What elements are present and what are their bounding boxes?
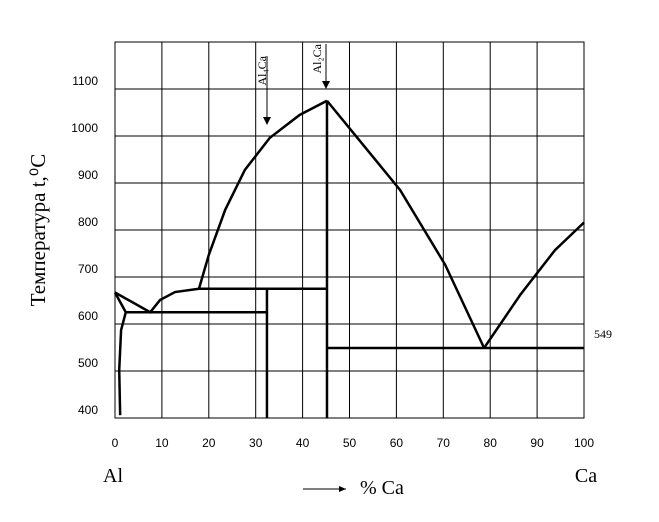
- x-tick-label: 70: [437, 436, 451, 450]
- phase-line: [326, 99, 486, 349]
- annotation: Al₂Ca: [310, 43, 324, 73]
- y-tick-label: 900: [78, 168, 98, 182]
- annotation: Al₄Ca: [255, 55, 269, 85]
- data-label: 549: [594, 327, 612, 341]
- y-tick-label: 700: [78, 262, 98, 276]
- y-tick-label: 800: [78, 215, 98, 229]
- x-tick-label: 80: [484, 436, 498, 450]
- y-tick-label: 400: [78, 403, 98, 417]
- phase-line: [117, 311, 127, 416]
- x-tick-label: 50: [343, 436, 357, 450]
- left-label: Al: [103, 465, 123, 487]
- phase-line: [114, 287, 200, 314]
- axis-arrow-head: [339, 486, 346, 492]
- x-tick-label: 100: [574, 436, 594, 450]
- x-tick-label: 0: [112, 436, 119, 450]
- x-tick-label: 60: [390, 436, 404, 450]
- y-tick-label: 1000: [71, 121, 98, 135]
- x-axis-label: % Ca: [360, 477, 404, 499]
- annotation-arrow-head: [263, 117, 271, 125]
- x-tick-label: 40: [296, 436, 310, 450]
- phase-line: [113, 291, 127, 313]
- x-tick-label: 90: [530, 436, 544, 450]
- annotation-arrow-head: [322, 81, 330, 89]
- y-tick-label: 500: [78, 356, 98, 370]
- phase-line: [197, 99, 328, 290]
- x-tick-label: 30: [249, 436, 263, 450]
- y-tick-label: 600: [78, 309, 98, 323]
- y-axis-label: Температура t,⁰C: [26, 154, 50, 306]
- right-label: Ca: [575, 465, 597, 487]
- y-tick-label: 1100: [72, 74, 98, 88]
- x-tick-label: 10: [155, 436, 169, 450]
- x-tick-label: 20: [202, 436, 216, 450]
- phase-line: [483, 221, 585, 349]
